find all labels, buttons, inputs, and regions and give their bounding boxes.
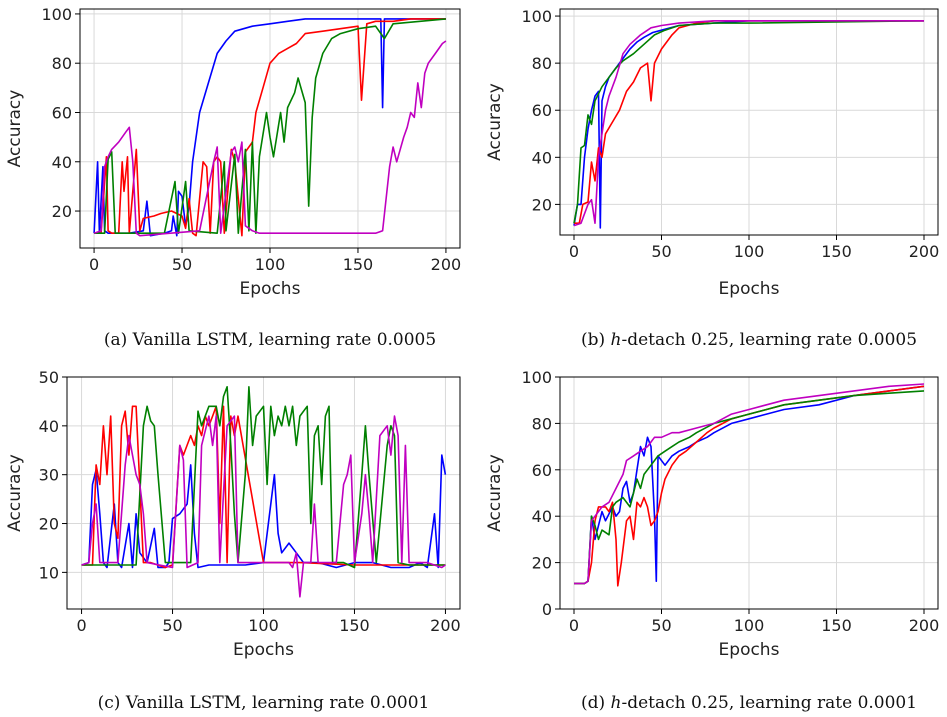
caption-prefix: (c) Vanilla LSTM, learning rate 0.0001 [98,693,430,713]
caption-suffix: -detach 0.25, learning rate 0.0001 [621,693,917,713]
x-tick-label: 150 [339,616,370,635]
x-tick-label: 200 [909,242,940,261]
x-axis-label: Epochs [233,640,294,660]
caption-suffix: -detach 0.25, learning rate 0.0005 [621,330,917,350]
y-axis-label: Accuracy [5,90,25,168]
y-tick-label: 20 [52,202,72,221]
caption-prefix: (d) [581,693,611,713]
x-tick-label: 200 [909,616,940,635]
y-tick-label: 60 [532,461,552,480]
y-axis-label: Accuracy [485,83,505,161]
y-tick-label: 40 [52,153,72,172]
y-tick-label: 10 [39,563,59,582]
series-line-2 [81,405,446,569]
x-tick-label: 50 [651,242,671,261]
y-tick-label: 40 [39,417,59,436]
series-line-4 [93,40,447,237]
series-line-4 [81,415,446,598]
chart-panel-3: 0 50 100 150 200 10 20 30 40 50 Epochs Accuracy (c) … [5,368,461,713]
panel-caption: (c) Vanilla LSTM, learning rate 0.0001 [98,693,430,713]
panel-caption: (a) Vanilla LSTM, learning rate 0.0005 [104,330,436,350]
panel-caption: (b) h-detach 0.25, learning rate 0.0005 [581,330,917,350]
x-tick-label: 100 [734,616,765,635]
caption-prefix: (b) [581,330,611,350]
series-line-3 [573,20,925,224]
caption-italic: h [611,693,622,713]
x-tick-label: 100 [248,616,279,635]
y-tick-label: 80 [532,54,552,73]
y-tick-label: 0 [542,600,552,619]
y-tick-label: 50 [39,368,59,387]
x-tick-label: 200 [431,255,462,274]
caption-prefix: (a) Vanilla LSTM, learning rate 0.0005 [104,330,436,350]
series-line-1 [574,385,925,585]
y-tick-label: 60 [532,101,552,120]
y-axis-label: Accuracy [5,454,25,532]
y-tick-label: 40 [532,507,552,526]
x-axis-label: Epochs [719,640,780,660]
y-tick-label: 100 [521,7,552,26]
series-line-2 [574,20,924,224]
x-axis-label: Epochs [240,279,301,299]
x-tick-label: 100 [734,242,765,261]
y-axis-label: Accuracy [485,454,505,532]
y-tick-label: 20 [39,515,59,534]
x-tick-label: 100 [255,255,286,274]
series-line-4 [574,383,925,585]
y-tick-label: 100 [41,5,72,24]
chart-panel-4: 0 50 100 150 200 0 20 40 60 80 100 Epochs Accuracy (d… [485,368,939,713]
y-tick-label: 100 [521,368,552,387]
series-line-3 [574,390,925,585]
x-tick-label: 0 [569,616,579,635]
series-line-3 [81,386,446,569]
x-tick-label: 200 [430,616,461,635]
x-tick-label: 150 [343,255,374,274]
y-tick-label: 80 [532,414,552,433]
x-tick-label: 50 [162,616,182,635]
chart-panel-1: 0 50 100 150 200 20 40 60 80 100 Epochs Accuracy (a)… [5,5,461,350]
y-tick-label: 40 [532,148,552,167]
x-tick-label: 150 [821,242,852,261]
x-tick-label: 150 [821,616,852,635]
y-tick-label: 20 [532,554,552,573]
x-tick-label: 50 [172,255,192,274]
y-tick-label: 30 [39,466,59,485]
y-tick-label: 80 [52,54,72,73]
series-line-4 [573,20,924,227]
x-axis-label: Epochs [719,279,780,299]
caption-italic: h [611,330,622,350]
panel-caption: (d) h-detach 0.25, learning rate 0.0001 [581,693,917,713]
x-tick-label: 50 [651,616,671,635]
y-tick-label: 60 [52,103,72,122]
chart-panel-2: 0 50 100 150 200 20 40 60 80 100 Epochs Accuracy (b)… [485,7,939,350]
x-tick-label: 0 [569,242,579,261]
x-tick-label: 0 [89,255,99,274]
y-tick-label: 20 [532,195,552,214]
x-tick-label: 0 [76,616,86,635]
series-line-3 [94,18,446,234]
